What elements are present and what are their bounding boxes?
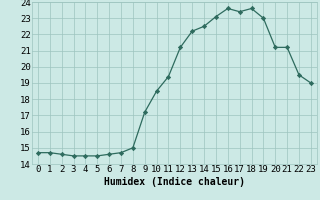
X-axis label: Humidex (Indice chaleur): Humidex (Indice chaleur) — [104, 177, 245, 187]
